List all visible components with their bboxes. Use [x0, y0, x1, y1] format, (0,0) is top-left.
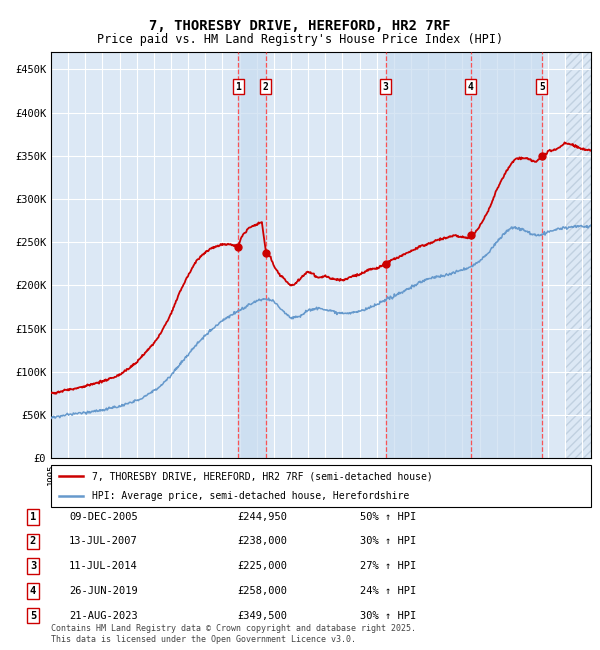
Text: 5: 5 — [539, 81, 545, 92]
Text: 4: 4 — [468, 81, 473, 92]
Text: 26-JUN-2019: 26-JUN-2019 — [69, 586, 138, 596]
Text: 21-AUG-2023: 21-AUG-2023 — [69, 610, 138, 621]
Text: 13-JUL-2007: 13-JUL-2007 — [69, 536, 138, 547]
Bar — [238, 52, 266, 458]
Bar — [470, 52, 542, 458]
Bar — [565, 52, 591, 458]
Text: 24% ↑ HPI: 24% ↑ HPI — [360, 586, 416, 596]
Text: 5: 5 — [30, 610, 36, 621]
Text: 27% ↑ HPI: 27% ↑ HPI — [360, 561, 416, 571]
Text: 1: 1 — [235, 81, 241, 92]
Text: 7, THORESBY DRIVE, HEREFORD, HR2 7RF: 7, THORESBY DRIVE, HEREFORD, HR2 7RF — [149, 20, 451, 34]
Text: 3: 3 — [30, 561, 36, 571]
Text: 1: 1 — [30, 512, 36, 522]
Text: 50% ↑ HPI: 50% ↑ HPI — [360, 512, 416, 522]
Text: £349,500: £349,500 — [237, 610, 287, 621]
Text: HPI: Average price, semi-detached house, Herefordshire: HPI: Average price, semi-detached house,… — [91, 491, 409, 500]
Text: 30% ↑ HPI: 30% ↑ HPI — [360, 536, 416, 547]
FancyBboxPatch shape — [51, 465, 591, 507]
Text: 2: 2 — [30, 536, 36, 547]
Text: 3: 3 — [383, 81, 389, 92]
Text: 30% ↑ HPI: 30% ↑ HPI — [360, 610, 416, 621]
Text: 4: 4 — [30, 586, 36, 596]
Text: 11-JUL-2014: 11-JUL-2014 — [69, 561, 138, 571]
Text: £258,000: £258,000 — [237, 586, 287, 596]
Text: £238,000: £238,000 — [237, 536, 287, 547]
Text: 09-DEC-2005: 09-DEC-2005 — [69, 512, 138, 522]
Text: Price paid vs. HM Land Registry's House Price Index (HPI): Price paid vs. HM Land Registry's House … — [97, 32, 503, 46]
Text: Contains HM Land Registry data © Crown copyright and database right 2025.
This d: Contains HM Land Registry data © Crown c… — [51, 624, 416, 644]
Text: 7, THORESBY DRIVE, HEREFORD, HR2 7RF (semi-detached house): 7, THORESBY DRIVE, HEREFORD, HR2 7RF (se… — [91, 471, 432, 481]
Bar — [386, 52, 470, 458]
Text: 2: 2 — [263, 81, 269, 92]
Polygon shape — [565, 52, 591, 458]
Text: £244,950: £244,950 — [237, 512, 287, 522]
Text: £225,000: £225,000 — [237, 561, 287, 571]
